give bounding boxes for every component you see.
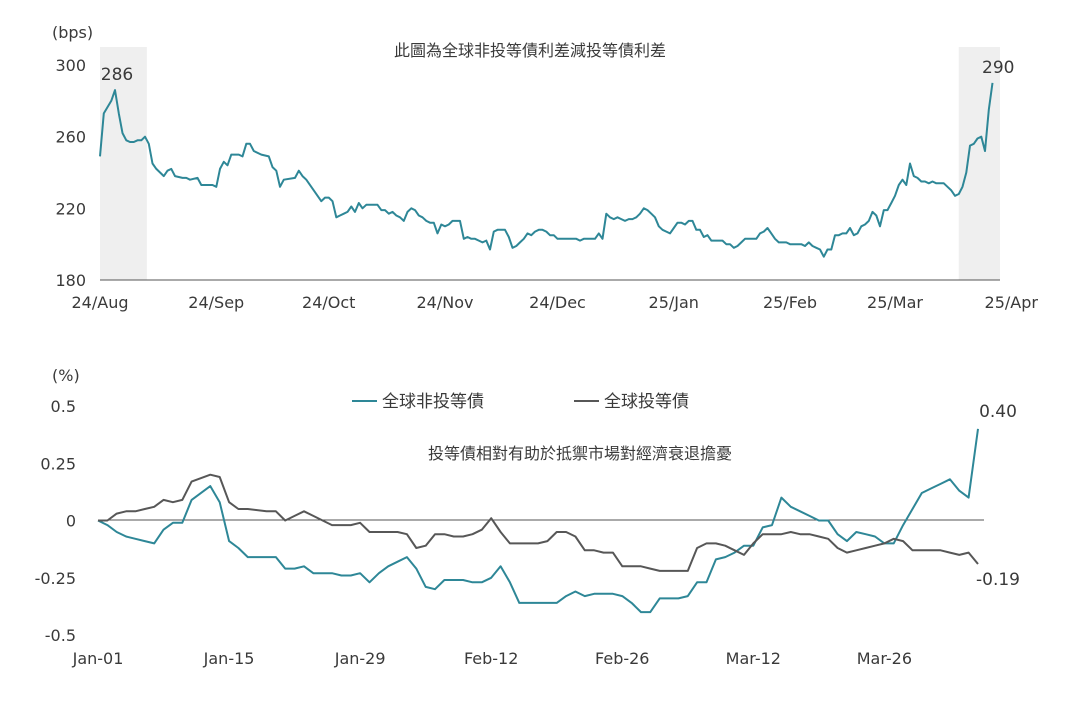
y-axis-unit-label: (bps) — [52, 23, 93, 42]
y-tick-label: -0.5 — [45, 626, 76, 645]
end-value-label: 0.40 — [979, 402, 1017, 422]
y-tick-label: 0.25 — [40, 454, 76, 473]
data-label: 290 — [982, 58, 1014, 78]
data-label: 286 — [101, 65, 133, 85]
y-tick-label: 180 — [55, 271, 86, 290]
y-tick-label: 300 — [55, 56, 86, 75]
shaded-region-2 — [958, 47, 1000, 280]
shaded-region-1 — [100, 47, 147, 280]
x-axis-ticks: Jan-01 Jan-15 Jan-29 Feb-12 Feb-26 Mar-12 Mar-… — [72, 649, 912, 668]
y-tick-label: 0 — [66, 512, 76, 531]
x-axis-ticks: 24/Aug 24/Sep 24/Oct 24/Nov 24/Dec 25/Jan 25/F… — [72, 293, 1039, 312]
series-lines — [97, 428, 979, 614]
y-axis-unit-label: (%) — [52, 366, 80, 385]
x-tick-label: 24/Oct — [302, 293, 355, 312]
end-labels: 0.40 -0.19 — [976, 402, 1020, 590]
y-axis-ticks: 180 220 260 300 — [55, 56, 86, 290]
y-tick-label: -0.25 — [35, 569, 76, 588]
x-tick-label: Jan-15 — [203, 649, 255, 668]
x-tick-label: 24/Nov — [417, 293, 474, 312]
high-yield-series-line — [97, 428, 979, 614]
x-tick-label: 25/Feb — [763, 293, 817, 312]
x-tick-label: 24/Aug — [72, 293, 129, 312]
x-tick-label: Feb-26 — [595, 649, 649, 668]
spread-series-line — [99, 82, 994, 258]
y-tick-label: 0.5 — [51, 397, 76, 416]
data-annotations: 286 290 — [101, 58, 1015, 85]
series-lines — [99, 82, 994, 258]
legend-label: 全球投等債 — [604, 392, 689, 412]
x-tick-label: Feb-12 — [464, 649, 518, 668]
chart-title: 此圖為全球非投等債利差減投等債利差 — [394, 41, 666, 60]
x-tick-label: 24/Sep — [188, 293, 244, 312]
legend-label: 全球非投等債 — [382, 392, 484, 412]
x-tick-label: Jan-01 — [72, 649, 124, 668]
spread-chart: (bps) 此圖為全球非投等債利差減投等債利差 180 220 260 300 24/… — [52, 23, 1039, 312]
return-chart: (%) 全球非投等債 全球投等債 投等債相對有助於抵禦市場對經濟衰退擔憂 -0.5… — [35, 366, 1020, 668]
chart-annotation: 投等債相對有助於抵禦市場對經濟衰退擔憂 — [428, 444, 732, 463]
x-tick-label: 25/Jan — [649, 293, 699, 312]
x-tick-label: Jan-29 — [334, 649, 386, 668]
investment-grade-series-line — [98, 473, 979, 572]
x-tick-label: 25/Mar — [867, 293, 923, 312]
x-tick-label: 25/Apr — [985, 293, 1039, 312]
y-tick-label: 220 — [55, 199, 86, 218]
legend: 全球非投等債 全球投等債 — [352, 392, 689, 412]
x-tick-label: 24/Dec — [529, 293, 586, 312]
x-tick-label: Mar-26 — [857, 649, 912, 668]
x-tick-label: Mar-12 — [726, 649, 781, 668]
shaded-regions — [100, 47, 1000, 280]
y-axis-ticks: -0.5 -0.25 0 0.25 0.5 — [35, 397, 76, 645]
end-value-label: -0.19 — [976, 570, 1020, 590]
y-tick-label: 260 — [55, 128, 86, 147]
